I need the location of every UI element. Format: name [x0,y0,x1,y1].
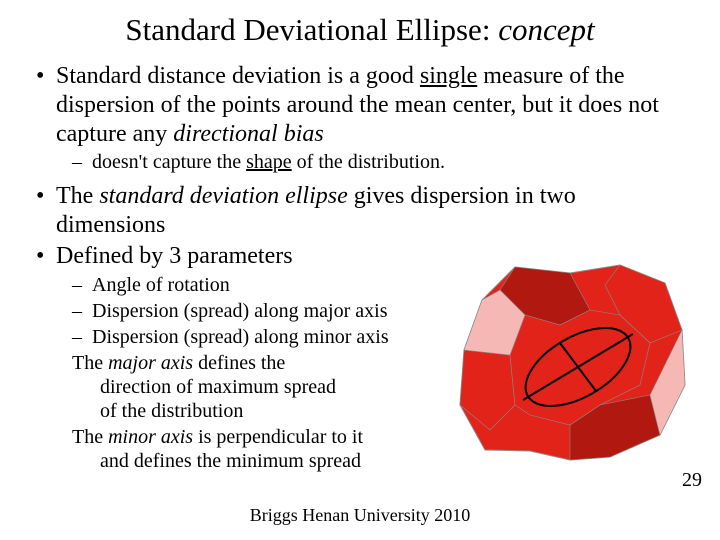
slide-container: Standard Deviational Ellipse: concept St… [0,0,720,540]
p1i: major axis [108,352,193,374]
map-figure [420,255,700,475]
title-suffix: concept [498,12,594,47]
b3s2: Dispersion (spread) along major axis [92,300,387,322]
slide-title: Standard Deviational Ellipse: concept [30,12,690,48]
bullet-1-sub: doesn't capture the shape of the distrib… [30,150,690,174]
b3-text: Defined by 3 parameters [56,243,293,269]
b1s-b: of the distribution. [292,151,445,173]
b1-text-a: Standard distance deviation is a good [56,63,420,89]
p1b: defines the [193,352,285,374]
bullet-2: The standard deviation ellipse gives dis… [30,182,690,240]
b1s-a: doesn't capture the [92,151,246,173]
p2a: The [72,426,108,448]
p1a: The [72,352,108,374]
footer-attribution: Briggs Henan University 2010 [0,505,720,526]
b1-underline: single [420,63,477,89]
page-number: 29 [682,469,702,492]
b2-italic: standard deviation ellipse [99,183,347,209]
b1s-u: shape [246,151,292,173]
map-svg [420,255,700,475]
b3s3: Dispersion (spread) along minor axis [92,326,389,348]
title-prefix: Standard Deviational Ellipse: [125,12,498,47]
b3s1: Angle of rotation [92,274,230,296]
b1-italic: directional bias [173,121,323,147]
p2i: minor axis [108,426,193,448]
bullet-1: Standard distance deviation is a good si… [30,62,690,148]
p2b: is perpendicular to it [193,426,363,448]
b2-a: The [56,183,99,209]
